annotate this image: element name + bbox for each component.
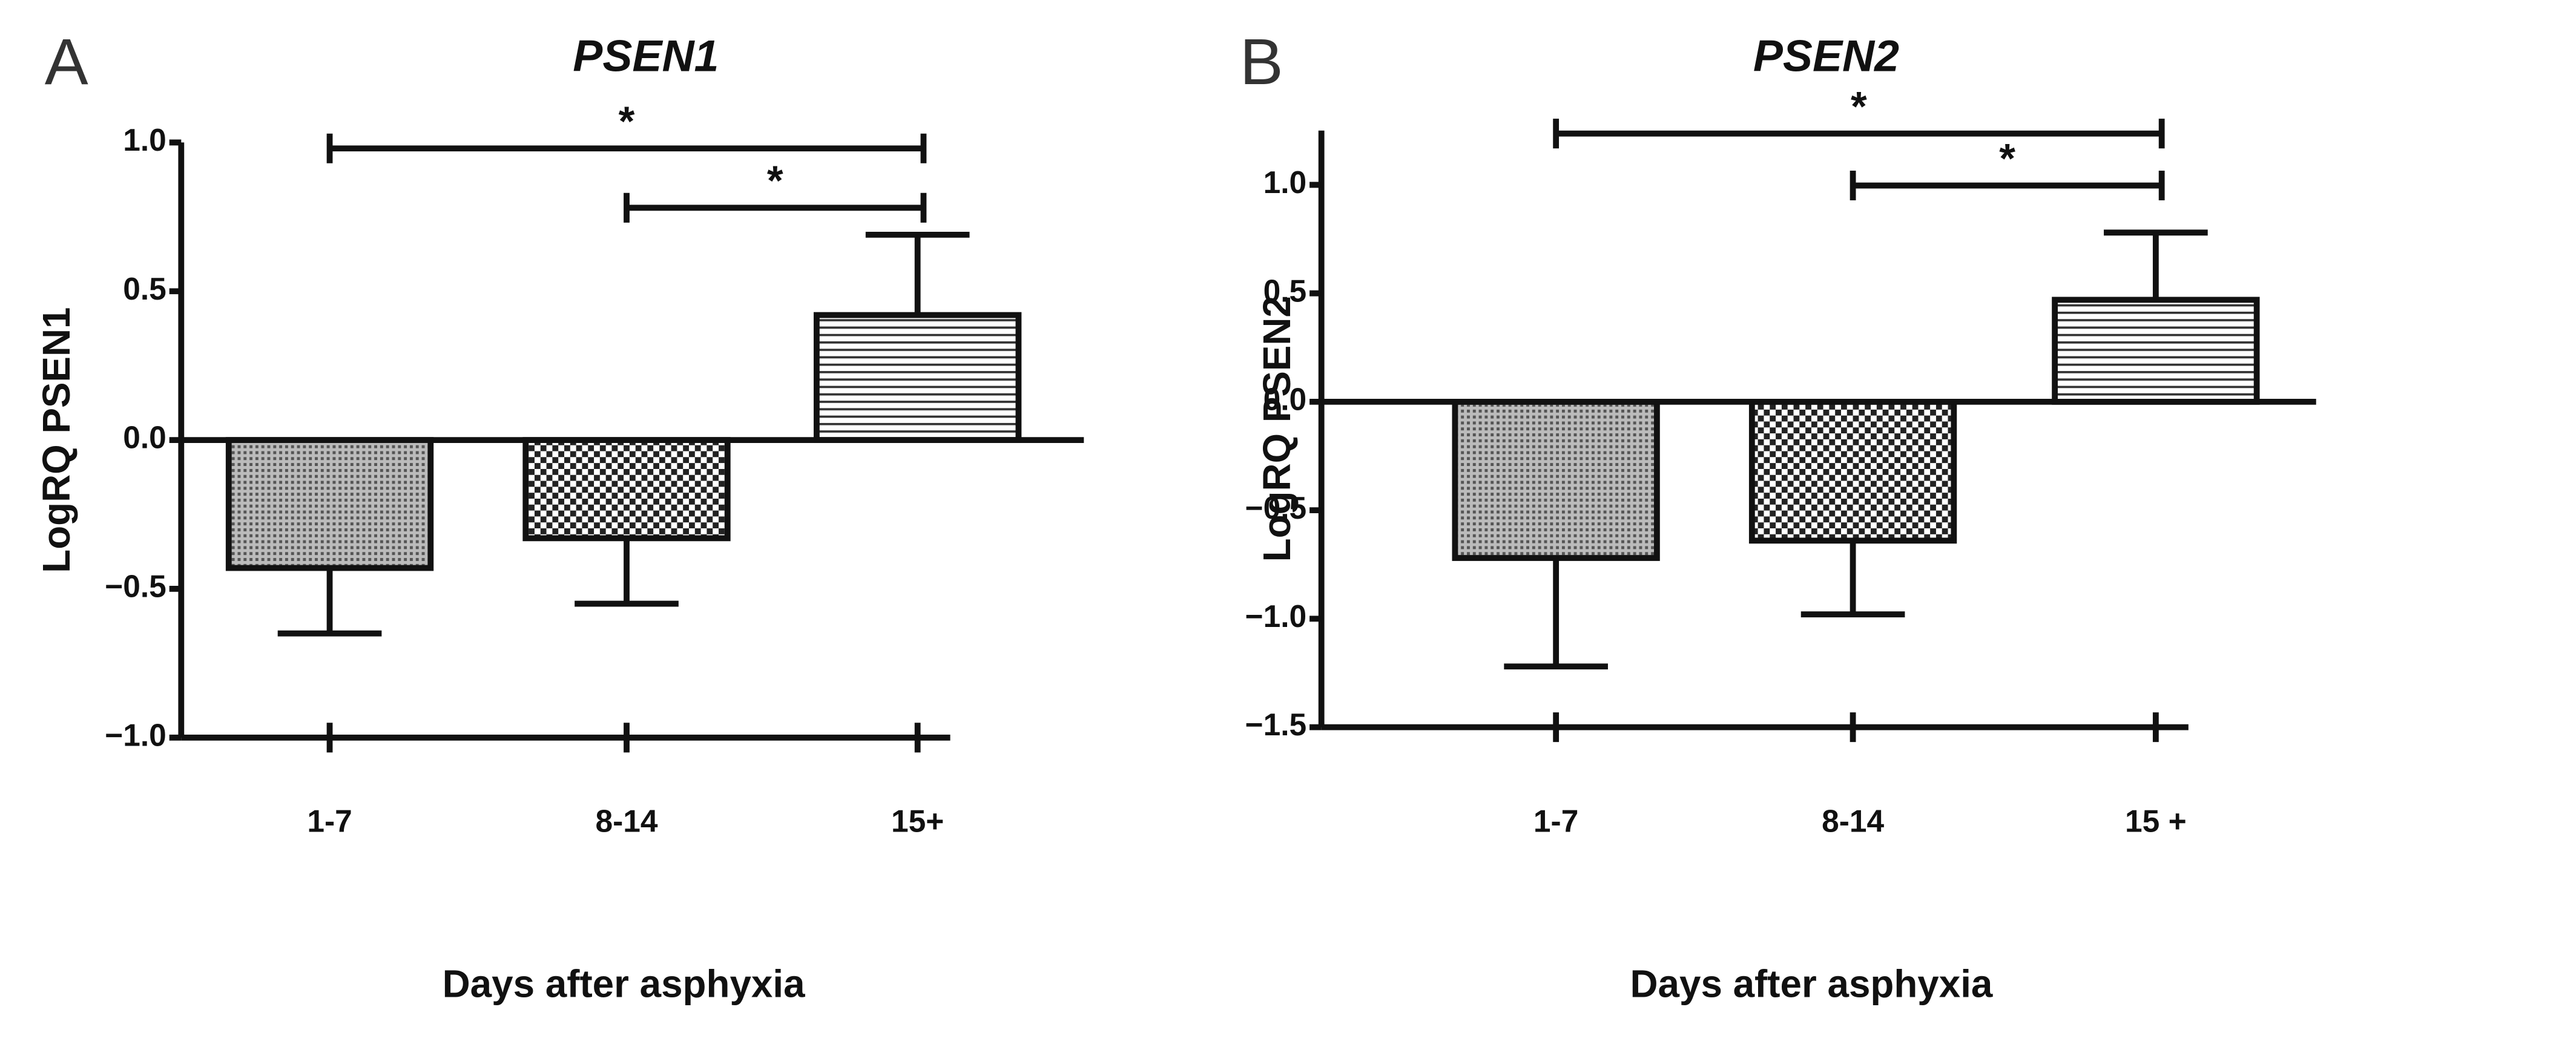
significance-label: * bbox=[1851, 84, 1867, 130]
significance-bracket bbox=[624, 192, 927, 223]
y-axis-label: LogRQ PSEN1 bbox=[35, 307, 78, 573]
y-tick-label: −1.0 bbox=[105, 717, 166, 752]
x-tick-label: 15+ bbox=[891, 804, 944, 839]
x-axis-label: Days after asphyxia bbox=[1630, 962, 1992, 1006]
x-tick-label: 15 + bbox=[2125, 804, 2187, 839]
chart-title: PSEN2 bbox=[1753, 31, 1899, 81]
y-tick-label: 0.5 bbox=[123, 271, 166, 306]
chart-title: PSEN1 bbox=[573, 31, 719, 81]
y-tick-label: −0.5 bbox=[1245, 490, 1307, 525]
y-tick-label: 0.0 bbox=[123, 420, 166, 455]
significance-label: * bbox=[767, 157, 783, 204]
x-tick-label: 1-7 bbox=[307, 804, 352, 839]
significance-bracket bbox=[326, 133, 927, 163]
y-tick-label: −1.5 bbox=[1245, 707, 1307, 742]
y-tick-label: 0.0 bbox=[1263, 382, 1307, 417]
bar bbox=[813, 312, 1022, 444]
x-tick-label: 8-14 bbox=[1822, 804, 1884, 839]
panel-label: B bbox=[1240, 25, 1283, 98]
bar bbox=[1452, 398, 1660, 561]
x-tick-label: 1-7 bbox=[1533, 804, 1578, 839]
panel-label: A bbox=[45, 25, 88, 98]
bar bbox=[1748, 398, 1957, 544]
significance-bracket bbox=[1850, 171, 2165, 201]
bar bbox=[225, 437, 434, 571]
bar bbox=[522, 437, 731, 542]
x-axis-label: Days after asphyxia bbox=[443, 962, 805, 1006]
y-tick-label: 1.0 bbox=[1263, 165, 1307, 200]
y-axis-label: LogRQ PSEN2 bbox=[1255, 296, 1299, 562]
y-tick-label: 0.5 bbox=[1263, 273, 1307, 308]
significance-label: * bbox=[1999, 135, 2015, 182]
significance-label: * bbox=[619, 98, 635, 145]
significance-bracket bbox=[1553, 119, 2165, 149]
x-tick-label: 8-14 bbox=[595, 804, 657, 839]
y-tick-label: −1.0 bbox=[1245, 599, 1307, 634]
bar bbox=[2052, 297, 2260, 405]
y-tick-label: −0.5 bbox=[105, 569, 166, 604]
y-tick-label: 1.0 bbox=[123, 122, 166, 157]
